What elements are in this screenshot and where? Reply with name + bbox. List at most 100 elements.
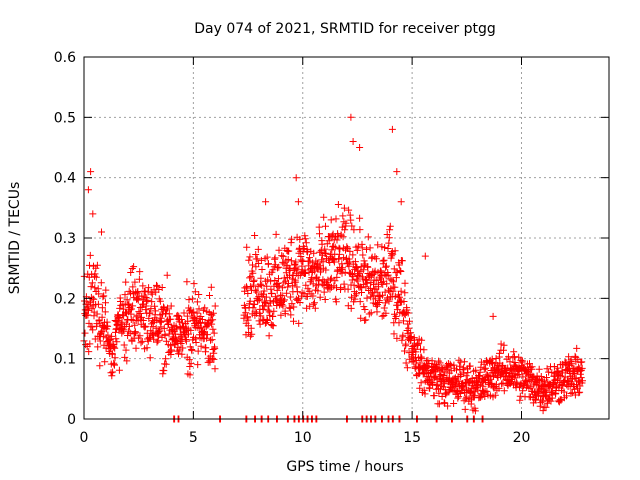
data-point — [287, 311, 295, 319]
data-point — [164, 304, 171, 312]
data-point — [516, 383, 523, 391]
data-point — [123, 357, 131, 365]
data-point-peak — [84, 186, 92, 194]
data-point-peak — [349, 138, 357, 145]
data-point — [266, 299, 274, 307]
data-point — [207, 317, 215, 325]
data-point — [143, 344, 151, 352]
data-point — [375, 283, 382, 291]
data-point — [384, 294, 391, 302]
data-point — [510, 370, 518, 378]
data-point-peak — [397, 198, 405, 206]
data-point — [84, 311, 92, 319]
data-point — [127, 316, 135, 323]
data-point — [203, 331, 211, 339]
data-point — [302, 239, 310, 247]
data-point — [311, 304, 319, 312]
data-point — [265, 332, 273, 340]
data-point — [165, 330, 173, 338]
data-point — [195, 291, 203, 298]
data-point — [340, 280, 348, 288]
data-point — [285, 280, 292, 287]
data-point — [430, 392, 438, 400]
data-point — [272, 281, 280, 289]
data-point — [297, 256, 305, 264]
data-point — [381, 270, 389, 278]
data-point — [363, 294, 371, 302]
data-point — [248, 330, 256, 338]
data-point — [345, 262, 353, 270]
data-point — [392, 312, 400, 320]
x-tick-label: 5 — [189, 430, 198, 446]
data-point — [251, 308, 259, 316]
data-point — [273, 295, 281, 303]
data-point — [295, 319, 303, 327]
data-point — [497, 340, 505, 348]
data-point — [256, 280, 264, 288]
data-point — [317, 246, 325, 254]
data-point — [417, 345, 424, 353]
data-point — [557, 395, 565, 403]
data-point — [211, 345, 219, 353]
data-point — [482, 364, 490, 372]
data-point — [138, 313, 145, 321]
data-point — [382, 309, 390, 317]
data-point — [185, 356, 193, 364]
data-point — [250, 301, 258, 308]
data-point — [128, 305, 135, 313]
data-point — [153, 316, 161, 324]
data-point — [575, 377, 583, 385]
data-point — [356, 298, 364, 306]
data-point-peak — [489, 312, 497, 320]
data-point — [318, 256, 326, 264]
data-point — [208, 354, 216, 362]
data-point — [272, 230, 280, 238]
chart-title: Day 074 of 2021, SRMTID for receiver ptg… — [194, 21, 496, 37]
data-point — [187, 360, 195, 368]
data-point — [296, 235, 304, 243]
data-point-peak — [388, 125, 396, 133]
data-point — [243, 243, 251, 251]
data-point — [96, 337, 104, 345]
data-point — [338, 269, 346, 277]
data-point — [380, 256, 388, 264]
data-point — [146, 309, 154, 317]
data-point — [122, 278, 130, 286]
data-point — [301, 235, 309, 243]
data-point — [210, 349, 218, 357]
data-point — [350, 226, 358, 234]
data-point — [288, 282, 296, 290]
data-point — [95, 290, 103, 298]
data-point — [331, 243, 339, 251]
data-point — [208, 336, 216, 344]
data-point — [269, 266, 277, 274]
data-point — [246, 253, 254, 261]
data-point — [327, 276, 334, 284]
data-point — [379, 280, 387, 288]
data-point — [476, 368, 484, 376]
data-point — [101, 308, 109, 316]
data-point — [528, 363, 536, 371]
data-point — [285, 247, 293, 255]
data-point — [110, 343, 118, 351]
data-point — [85, 348, 93, 356]
data-point — [153, 282, 161, 290]
data-point — [359, 251, 367, 259]
data-point — [185, 330, 192, 338]
data-point — [128, 265, 136, 272]
data-point — [428, 367, 436, 374]
data-point — [429, 381, 437, 389]
data-point — [281, 296, 288, 304]
data-point — [519, 387, 527, 395]
data-point — [353, 290, 360, 298]
data-point — [259, 306, 267, 313]
data-point — [349, 251, 357, 259]
data-point — [98, 327, 106, 335]
data-point — [186, 363, 194, 370]
data-point — [339, 212, 347, 220]
data-point — [153, 281, 160, 289]
data-point — [178, 319, 186, 327]
data-point — [275, 282, 283, 290]
data-point — [140, 287, 148, 295]
y-tick-label: 0 — [67, 412, 76, 428]
